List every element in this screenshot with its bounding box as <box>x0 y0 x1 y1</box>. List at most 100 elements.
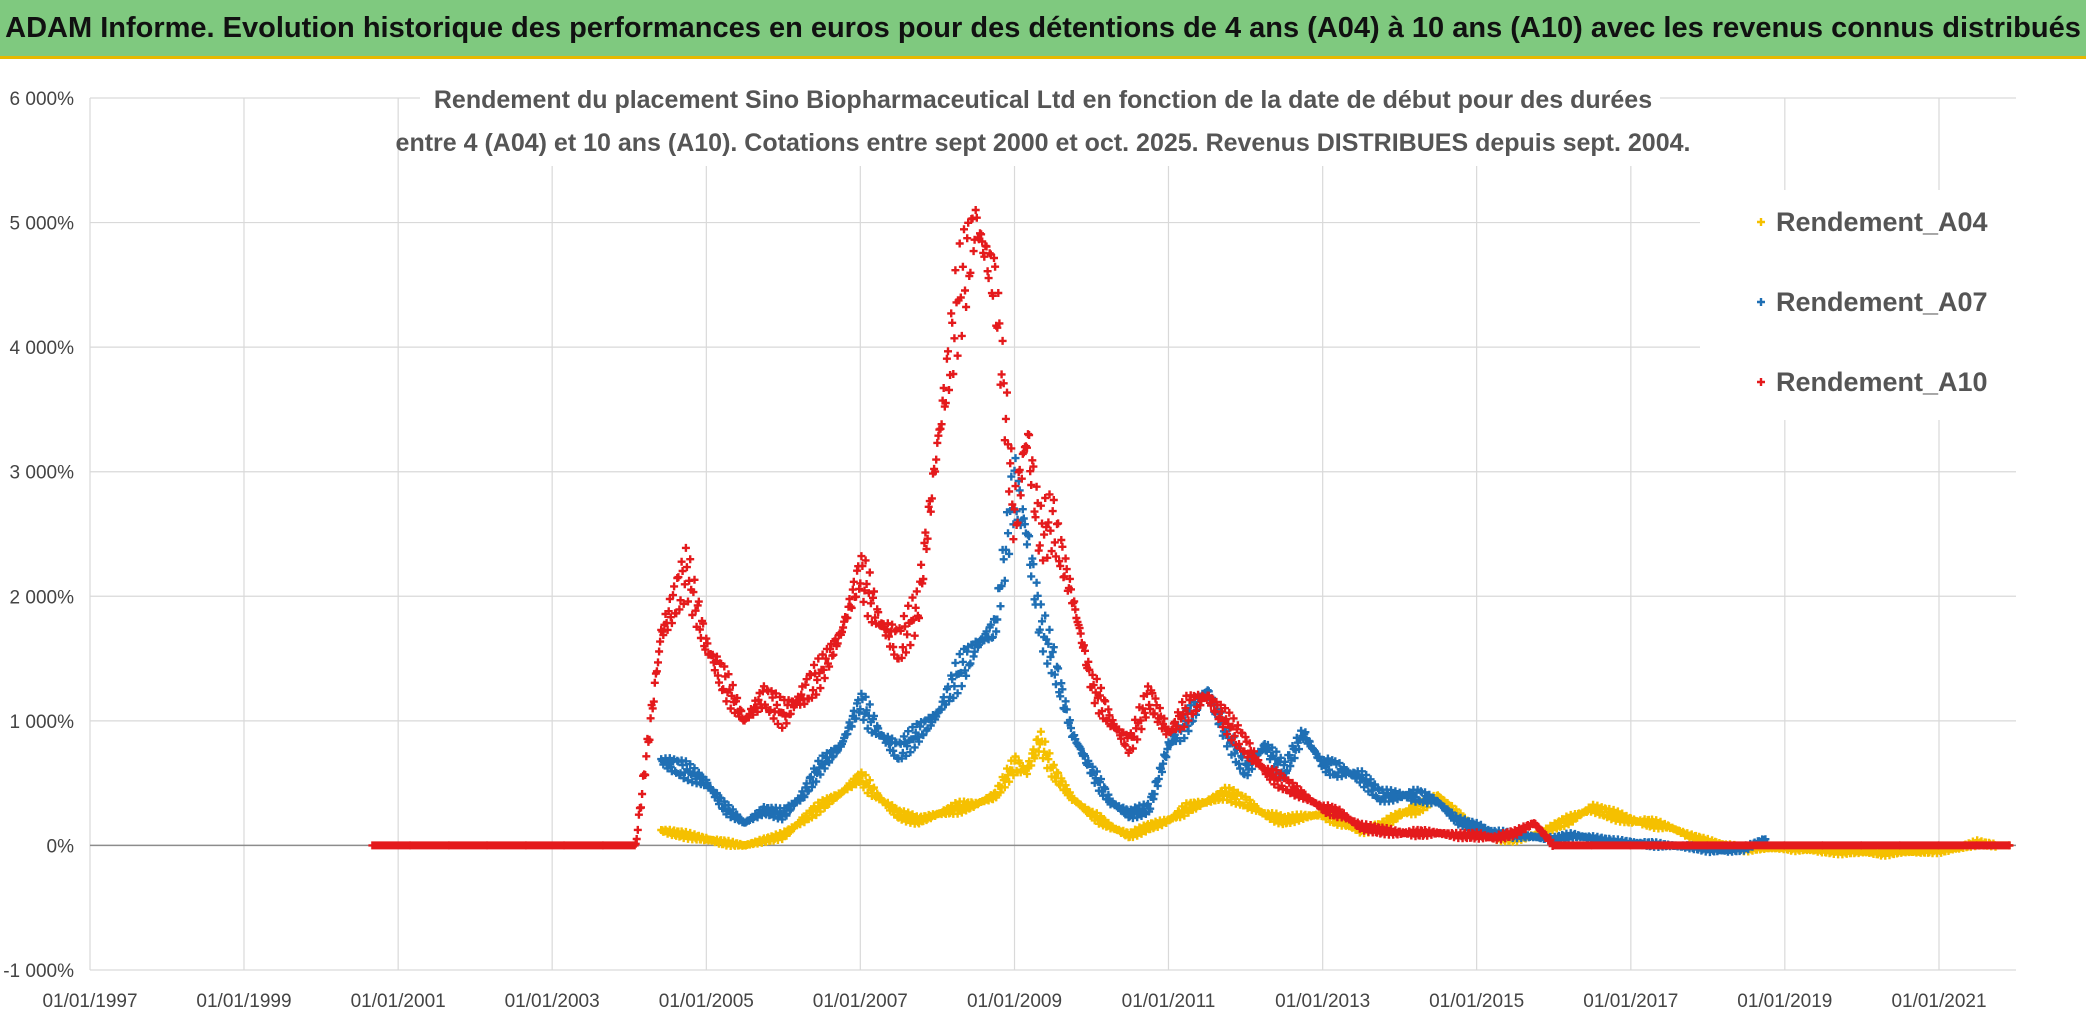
data-point-marks <box>1145 745 1172 816</box>
banner-title: ADAM Informe. Evolution historique des p… <box>5 11 2081 44</box>
data-point-marks <box>1202 783 1229 807</box>
data-point-marks <box>1068 731 1095 777</box>
data-point-marks <box>657 754 690 783</box>
data-point-marks <box>779 817 806 840</box>
x-tick-label: 01/01/2015 <box>1429 991 1524 1012</box>
legend-label: Rendement_A04 <box>1776 207 1988 237</box>
data-point-marks <box>1260 809 1287 829</box>
data-point-marks <box>1023 430 1043 555</box>
x-axis-tick-labels: 01/01/1997 01/01/1999 01/01/2001 01/01/2003… <box>42 991 1986 1012</box>
data-point-marks <box>1433 797 1461 825</box>
data-point-marks <box>779 690 806 728</box>
data-point-marks <box>1202 691 1229 731</box>
data-point-marks <box>1626 841 1672 850</box>
data-point-marks <box>406 841 453 850</box>
data-point-marks <box>856 552 883 628</box>
x-tick-label: 01/01/2013 <box>1275 991 1370 1012</box>
data-point-marks <box>1896 841 1942 850</box>
data-point-marks <box>1087 670 1114 725</box>
data-point-marks <box>2005 841 2014 850</box>
data-point-marks <box>657 543 690 639</box>
data-point-marks <box>798 757 825 802</box>
data-point-marks <box>836 562 864 639</box>
data-point-marks <box>875 795 902 821</box>
data-point-marks <box>1857 846 1884 859</box>
data-point-marks <box>1279 810 1307 828</box>
data-point-marks <box>1279 774 1307 802</box>
data-point-marks <box>991 472 1018 636</box>
data-point-marks <box>1023 530 1043 637</box>
data-point-marks <box>1279 726 1307 777</box>
data-point-marks <box>913 810 941 828</box>
data-point-marks <box>702 634 729 695</box>
data-point-marks <box>445 841 491 850</box>
data-point-marks <box>1068 597 1095 692</box>
data-point-marks <box>560 841 607 850</box>
data-point-marks <box>1395 825 1422 841</box>
title-background <box>420 80 1660 166</box>
data-point-marks <box>952 214 979 360</box>
data-point-marks <box>1742 841 1788 850</box>
legend-label: Rendement_A10 <box>1776 367 1988 397</box>
data-point-marks <box>779 792 806 820</box>
data-point-marks <box>1395 799 1422 820</box>
series-Rendement_A10 <box>368 206 2014 850</box>
x-tick-label: 01/01/2009 <box>967 991 1062 1012</box>
data-point-marks <box>991 756 1018 802</box>
data-point-marks <box>1125 682 1152 754</box>
data-point-marks <box>856 689 883 738</box>
legend-marker <box>1757 378 1765 386</box>
data-point-marks <box>971 206 998 300</box>
data-point-marks <box>1626 814 1653 830</box>
data-point-marks <box>1935 841 1981 850</box>
data-point-marks <box>991 262 1018 544</box>
data-point-marks <box>1356 819 1384 837</box>
data-point-marks <box>657 825 690 843</box>
y-tick-label: 4 000% <box>10 338 75 359</box>
data-point-marks <box>913 711 941 746</box>
x-tick-label: 01/01/2017 <box>1583 991 1678 1012</box>
data-point-marks <box>740 805 767 827</box>
data-point-marks <box>599 841 639 850</box>
data-point-marks <box>1106 716 1133 757</box>
x-tick-label: 01/01/2019 <box>1737 991 1832 1012</box>
data-point-marks <box>740 687 767 725</box>
data-point-marks <box>894 587 921 663</box>
y-tick-label: 5 000% <box>10 214 75 235</box>
data-point-marks <box>1125 799 1152 823</box>
data-point-marks <box>1453 828 1480 843</box>
data-point-marks <box>1164 691 1191 737</box>
data-point-marks <box>1356 767 1384 802</box>
legend-marker <box>1757 218 1765 226</box>
data-point-marks <box>952 797 979 818</box>
y-tick-label: 1 000% <box>10 712 75 733</box>
data-point-marks <box>1318 754 1345 781</box>
data-point-marks <box>875 619 902 663</box>
data-point-marks <box>933 799 960 819</box>
x-tick-label: 01/01/2003 <box>505 991 600 1012</box>
data-point-marks <box>894 806 921 828</box>
data-point-marks <box>1588 841 1634 850</box>
data-point-marks <box>1145 815 1172 834</box>
data-point-marks <box>702 775 729 813</box>
data-point-marks <box>740 835 767 850</box>
x-tick-label: 01/01/2011 <box>1122 991 1216 1012</box>
data-point-marks <box>798 654 825 708</box>
data-point-marks <box>1395 785 1422 806</box>
data-point-marks <box>1703 841 1749 850</box>
data-point-marks <box>836 696 864 751</box>
data-points <box>368 206 2014 860</box>
data-point-marks <box>1023 735 1043 778</box>
data-point-marks <box>1260 764 1287 794</box>
data-point-marks <box>1048 496 1075 595</box>
data-point-marks <box>856 768 883 802</box>
x-tick-label: 01/01/2001 <box>351 991 446 1012</box>
data-point-marks <box>913 455 941 622</box>
y-tick-label: 6 000% <box>10 89 75 110</box>
legend-box <box>1700 190 2020 420</box>
data-point-marks <box>631 637 665 848</box>
data-point-marks <box>933 658 960 718</box>
y-tick-label: 0% <box>47 836 75 857</box>
data-point-marks <box>836 770 864 798</box>
y-tick-label: -1 000% <box>3 961 74 982</box>
